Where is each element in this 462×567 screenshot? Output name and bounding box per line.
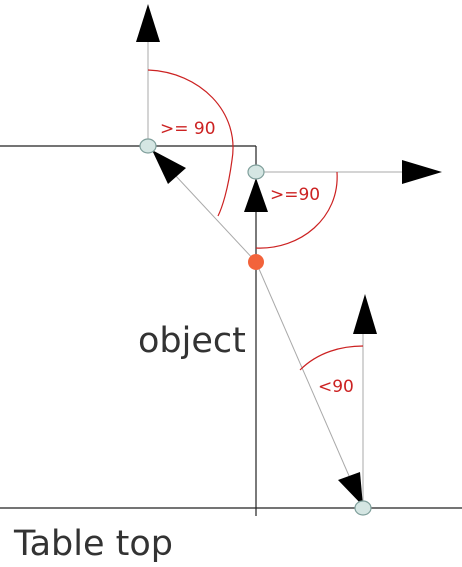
arrowhead-up-bottom xyxy=(353,294,377,334)
angle-label-top: >= 90 xyxy=(160,119,216,139)
arrowhead-right-middle xyxy=(402,160,442,184)
arrowhead-diagonal-top xyxy=(152,150,186,184)
bottom-link-line xyxy=(255,261,364,509)
angle-arc-middle xyxy=(255,171,338,249)
arrowhead-up-middle xyxy=(244,178,268,212)
corner-point-bottom xyxy=(354,500,372,516)
table-top-label: Table top xyxy=(13,524,173,564)
contact-point xyxy=(248,254,264,270)
angle-label-middle: >=90 xyxy=(270,185,320,205)
arrowhead-down-bottom xyxy=(338,472,363,506)
arrowhead-up-top xyxy=(136,4,160,42)
corner-point-top xyxy=(139,138,157,154)
angle-arc-top xyxy=(147,69,234,217)
angle-arc-bottom xyxy=(299,345,364,371)
object-label: object xyxy=(138,321,246,361)
corner-point-middle xyxy=(247,164,265,180)
angle-label-bottom: <90 xyxy=(318,377,354,397)
